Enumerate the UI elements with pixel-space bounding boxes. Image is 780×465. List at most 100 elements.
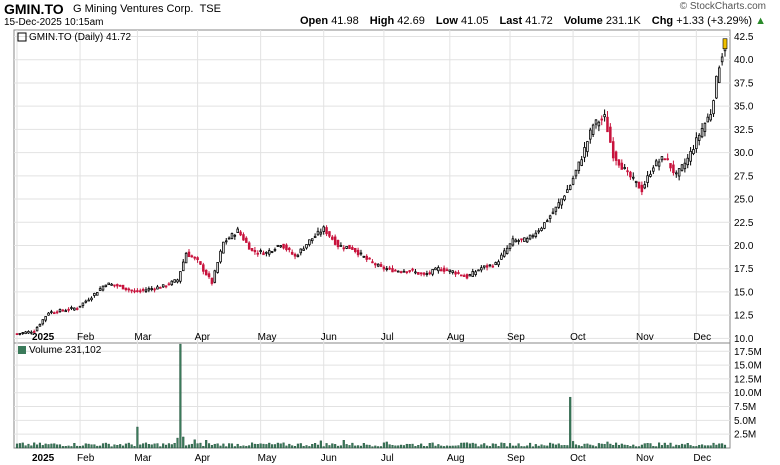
candle: [523, 237, 526, 242]
candle: [362, 255, 366, 258]
candle: [288, 246, 291, 253]
candle: [273, 247, 277, 253]
candle: [586, 140, 589, 157]
volume-bar: [179, 343, 182, 449]
volume-bar: [626, 445, 629, 449]
volume-bar: [672, 446, 675, 449]
volume-bar: [718, 443, 721, 449]
candle: [348, 244, 351, 250]
price-tick-label: 15.0: [734, 287, 754, 298]
volume-bar: [480, 444, 483, 449]
candle: [204, 269, 208, 276]
volume-bar: [643, 443, 646, 449]
volume-bar: [116, 444, 119, 449]
volume-bar: [551, 443, 555, 449]
volume-bar: [84, 443, 87, 449]
candle: [560, 198, 563, 209]
volume-bar: [339, 445, 342, 449]
volume-bar: [457, 445, 460, 449]
x-tick-label: Nov: [636, 453, 654, 464]
candle: [345, 246, 348, 250]
volume-bar: [368, 444, 371, 449]
volume-bar: [357, 445, 360, 449]
price-tick-label: 25.0: [734, 195, 754, 206]
candle: [399, 270, 403, 274]
x-tick-label: Oct: [570, 453, 586, 464]
candle: [44, 316, 47, 323]
volume-bar: [99, 445, 102, 449]
candle: [224, 237, 228, 245]
volume-bar: [566, 445, 569, 449]
candle: [319, 228, 323, 237]
volume-bar: [526, 445, 529, 449]
candle: [448, 269, 452, 275]
volume-bar: [440, 445, 443, 449]
volume-tick-label: 17.5M: [734, 347, 762, 358]
volume-legend: Volume 231,102: [18, 345, 102, 356]
volume-bar: [609, 443, 612, 449]
volume-bar: [176, 437, 179, 449]
volume-bar: [319, 440, 322, 449]
volume-bar: [428, 443, 431, 449]
volume-bar: [374, 445, 377, 449]
volume-bar: [652, 446, 655, 449]
candle: [551, 208, 555, 215]
volume-bar: [508, 443, 512, 449]
candle: [488, 264, 492, 268]
candle: [325, 225, 328, 237]
candle: [554, 206, 558, 216]
volume-bar: [119, 444, 122, 449]
volume-bar: [182, 436, 185, 449]
volume-bar: [96, 445, 99, 449]
volume-bar: [543, 445, 546, 449]
volume-bar: [454, 445, 457, 449]
candle: [634, 180, 638, 188]
price-tick-label: 27.5: [734, 171, 754, 182]
candle: [520, 238, 523, 243]
candle: [460, 274, 463, 277]
volume-bar: [305, 445, 308, 449]
volume-bar: [101, 443, 105, 449]
candle: [53, 311, 56, 315]
volume-tick-label: 5.0M: [734, 416, 756, 427]
volume-bar: [159, 446, 162, 449]
volume-bar: [500, 442, 503, 449]
volume-tick-label: 10.0M: [734, 388, 762, 399]
volume-bar: [689, 445, 692, 449]
volume-bar: [715, 444, 718, 449]
candle: [202, 262, 205, 275]
volume-bar: [534, 444, 537, 449]
volume-bar: [322, 446, 325, 449]
volume-bar: [205, 440, 208, 449]
x-tick-label: Feb: [77, 332, 95, 343]
x-tick-label: 2025: [32, 453, 55, 464]
volume-bar: [443, 446, 446, 449]
candle: [104, 284, 108, 288]
volume-bar: [712, 442, 715, 449]
candle: [50, 309, 53, 315]
volume-bar: [351, 442, 354, 449]
volume-bar: [239, 445, 242, 449]
candle: [597, 120, 601, 132]
volume-bar: [216, 443, 219, 449]
volume-bar: [64, 445, 67, 449]
price-tick-label: 22.5: [734, 218, 754, 229]
candle: [500, 252, 503, 260]
candle: [563, 195, 566, 202]
candle: [78, 305, 82, 308]
candle: [210, 277, 214, 286]
x-tick-label: Aug: [447, 332, 465, 343]
company-name: G Mining Ventures Corp. TSE: [73, 3, 221, 15]
volume-bar: [572, 441, 575, 449]
candle: [35, 326, 39, 332]
x-tick-label: May: [258, 453, 277, 464]
candle: [113, 284, 116, 288]
volume-bar: [219, 445, 222, 449]
volume-bars: [15, 343, 727, 449]
candle: [396, 270, 400, 273]
candle: [127, 287, 131, 293]
candle: [250, 248, 254, 252]
candle: [73, 307, 76, 311]
candle: [230, 232, 234, 240]
volume-bar: [33, 442, 36, 449]
